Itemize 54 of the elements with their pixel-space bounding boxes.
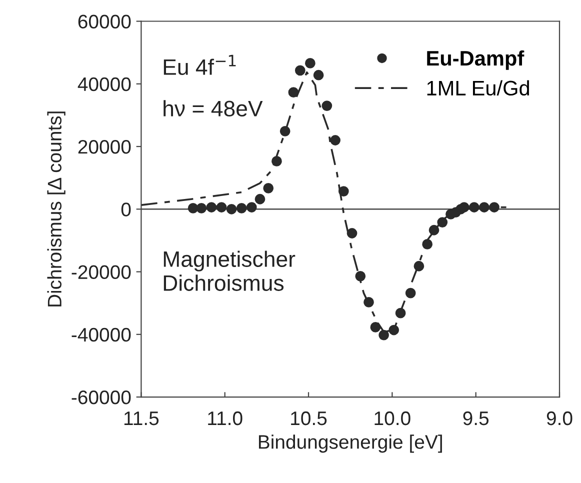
point	[395, 308, 406, 318]
point	[414, 260, 424, 272]
point	[330, 135, 340, 146]
x-tick-label: 11.5	[124, 412, 159, 426]
x-axis-title: Bindungsenergie [eV]	[258, 434, 442, 453]
y-tick-label: -40000	[72, 328, 131, 342]
point	[338, 186, 349, 196]
point	[236, 203, 247, 214]
point	[437, 217, 448, 228]
x-tick-label: 9.0	[546, 411, 572, 426]
point	[304, 58, 316, 68]
point	[226, 204, 237, 214]
x-tick-label: 10.5	[291, 411, 327, 426]
point	[405, 288, 416, 298]
y-axis-title: Dichroismus [Δ counts]	[47, 112, 66, 306]
y-tick-label: -60000	[72, 390, 131, 404]
point	[355, 270, 366, 282]
point	[196, 203, 207, 214]
point	[489, 202, 500, 212]
point	[206, 202, 217, 212]
x-tick-label: 9.5	[463, 411, 489, 426]
point	[346, 228, 358, 238]
point	[188, 203, 198, 214]
point	[263, 182, 274, 194]
point	[313, 70, 324, 80]
annotation: Eu 4f$^{−1}$	[164, 54, 236, 75]
point	[428, 224, 440, 236]
y-tick-label: 60000	[78, 14, 131, 28]
y-tick-label: 0	[121, 202, 131, 216]
point	[272, 156, 282, 166]
point	[468, 202, 480, 212]
annotation: hν = 48eV	[164, 100, 263, 116]
y-tick-label: 20000	[78, 140, 131, 154]
point	[422, 239, 433, 250]
legend-label: 1ML Eu/Gd	[427, 80, 529, 96]
point	[254, 194, 266, 204]
point	[388, 324, 400, 336]
point	[216, 202, 227, 212]
point	[479, 202, 490, 212]
point	[246, 202, 257, 212]
x-tick-label: 10.0	[374, 411, 410, 426]
point	[364, 296, 374, 308]
point	[322, 100, 332, 111]
point	[378, 330, 390, 340]
annotation: Magnetischer Dichroismus	[164, 250, 296, 291]
point	[294, 65, 306, 76]
point	[370, 322, 381, 332]
y-tick-label: 40000	[78, 77, 131, 92]
x-tick-label: 11.0	[208, 411, 242, 426]
point	[288, 87, 299, 98]
y-tick-label: -20000	[72, 265, 131, 280]
point	[280, 126, 290, 136]
legend-label: Eu-Dampf	[427, 50, 524, 70]
point	[458, 202, 470, 212]
